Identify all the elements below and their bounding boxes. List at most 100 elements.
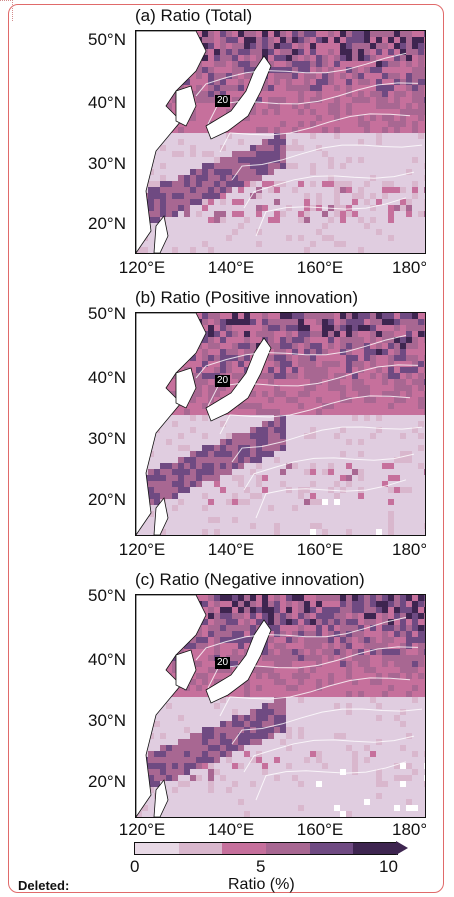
heatmap-cell (286, 145, 292, 151)
heatmap-cell (292, 343, 298, 349)
heatmap-cell (304, 247, 310, 253)
heatmap-cell (238, 211, 244, 217)
heatmap-cell (286, 85, 292, 91)
heatmap-cell (412, 337, 418, 343)
heatmap-cell (178, 187, 184, 193)
heatmap-cell (148, 787, 154, 793)
heatmap-cell (412, 121, 418, 127)
heatmap-cell (226, 355, 232, 361)
heatmap-cell (154, 721, 160, 727)
heatmap-cell (256, 601, 262, 607)
heatmap-cell (298, 325, 304, 331)
heatmap-cell (238, 187, 244, 193)
heatmap-cell (376, 655, 382, 661)
heatmap-cell (388, 385, 394, 391)
missing-data-cell (322, 499, 328, 505)
heatmap-cell (364, 409, 370, 415)
heatmap-cell (208, 649, 214, 655)
heatmap-cell (328, 97, 334, 103)
heatmap-cell (364, 181, 370, 187)
heatmap-cell (352, 385, 358, 391)
heatmap-cell (376, 115, 382, 121)
heatmap-cell (166, 703, 172, 709)
colorbar-segment (266, 843, 310, 854)
heatmap-cell (304, 55, 310, 61)
heatmap-cell (190, 151, 196, 157)
heatmap-cell (262, 139, 268, 145)
heatmap-cell (394, 319, 400, 325)
heatmap-cell (232, 619, 238, 625)
heatmap-cell (274, 721, 280, 727)
heatmap-cell (256, 691, 262, 697)
heatmap-cell (250, 181, 256, 187)
heatmap-cell (316, 667, 322, 673)
heatmap-cell (340, 475, 346, 481)
heatmap-cell (322, 625, 328, 631)
heatmap-cell (382, 319, 388, 325)
heatmap-cell (256, 451, 262, 457)
heatmap-cell (310, 67, 316, 73)
heatmap-cell (190, 199, 196, 205)
heatmap-cell (322, 691, 328, 697)
heatmap-cell (292, 613, 298, 619)
heatmap-cell (238, 475, 244, 481)
heatmap-cell (154, 757, 160, 763)
heatmap-cell (298, 403, 304, 409)
heatmap-cell (334, 607, 340, 613)
heatmap-cell (262, 595, 268, 601)
heatmap-cell (196, 73, 202, 79)
heatmap-cell (400, 595, 406, 601)
heatmap-cell (298, 145, 304, 151)
heatmap-cell (418, 319, 424, 325)
heatmap-cell (382, 595, 388, 601)
heatmap-cell (286, 637, 292, 643)
heatmap-cell (208, 607, 214, 613)
heatmap-cell (310, 523, 316, 529)
heatmap-cell (286, 337, 292, 343)
heatmap-cell (310, 331, 316, 337)
heatmap-cell (298, 679, 304, 685)
heatmap-cell (346, 679, 352, 685)
heatmap-cell (346, 73, 352, 79)
heatmap-cell (268, 43, 274, 49)
heatmap-cell (244, 631, 250, 637)
heatmap-cell (304, 631, 310, 637)
heatmap-cell (202, 595, 208, 601)
heatmap-cell (268, 715, 274, 721)
heatmap-cell (280, 139, 286, 145)
heatmap-cell (154, 205, 160, 211)
heatmap-cell (328, 55, 334, 61)
heatmap-cell (394, 61, 400, 67)
heatmap-cell (238, 157, 244, 163)
missing-data-cell (316, 781, 322, 787)
heatmap-cell (190, 475, 196, 481)
heatmap-cell (148, 757, 154, 763)
heatmap-cell (238, 337, 244, 343)
heatmap-cell (226, 181, 232, 187)
heatmap-cell (238, 73, 244, 79)
heatmap-cell (196, 691, 202, 697)
heatmap-cell (268, 451, 274, 457)
heatmap-cell (334, 367, 340, 373)
heatmap-cell (304, 43, 310, 49)
heatmap-cell (304, 433, 310, 439)
heatmap-cell (370, 103, 376, 109)
heatmap-cell (220, 145, 226, 151)
heatmap-cell (196, 385, 202, 391)
heatmap-cell (400, 721, 406, 727)
heatmap-cell (214, 109, 220, 115)
heatmap-cell (388, 643, 394, 649)
heatmap-cell (310, 613, 316, 619)
heatmap-cell (424, 619, 425, 625)
heatmap-cell (280, 145, 286, 151)
heatmap-cell (358, 637, 364, 643)
heatmap-cell (322, 763, 328, 769)
heatmap-cell (148, 481, 154, 487)
heatmap-cell (274, 529, 280, 535)
missing-data-cell (334, 805, 340, 811)
heatmap-cell (364, 97, 370, 103)
heatmap-cell (376, 337, 382, 343)
heatmap-cell (400, 685, 406, 691)
heatmap-cell (208, 163, 214, 169)
heatmap-cell (196, 463, 202, 469)
